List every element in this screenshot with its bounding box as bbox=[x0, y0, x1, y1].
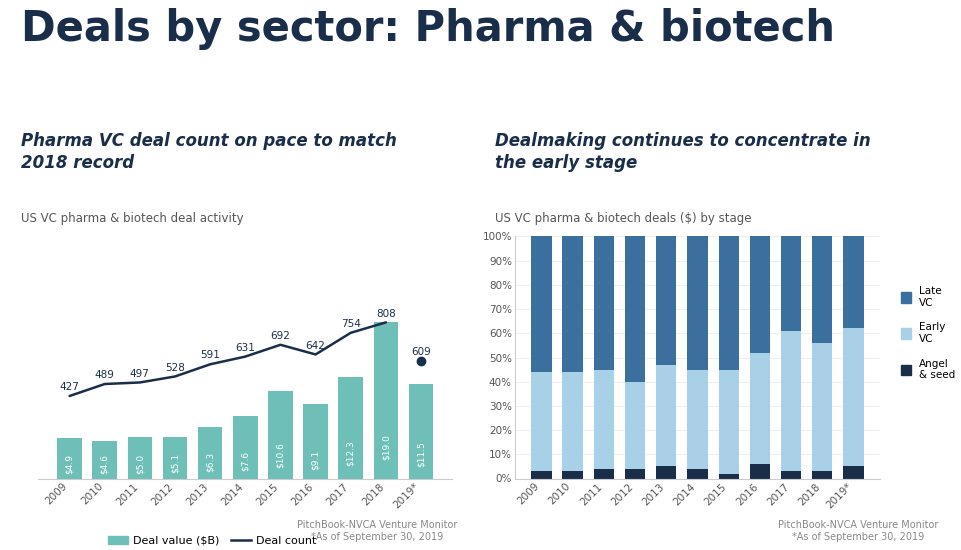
Legend: Late
VC, Early
VC, Angel
& seed: Late VC, Early VC, Angel & seed bbox=[896, 282, 959, 384]
Bar bbox=[811, 343, 831, 471]
Bar bbox=[128, 437, 152, 478]
Bar bbox=[811, 236, 831, 343]
Bar bbox=[843, 328, 863, 466]
Text: $4.9: $4.9 bbox=[65, 454, 74, 474]
Text: $5.0: $5.0 bbox=[136, 453, 144, 474]
Bar bbox=[233, 416, 258, 478]
Bar bbox=[625, 469, 645, 478]
Text: 609: 609 bbox=[410, 347, 431, 357]
Bar bbox=[749, 236, 769, 353]
Bar bbox=[593, 370, 613, 469]
Text: Pharma VC deal count on pace to match
2018 record: Pharma VC deal count on pace to match 20… bbox=[21, 132, 397, 172]
Text: 631: 631 bbox=[235, 343, 255, 353]
Text: 642: 642 bbox=[306, 340, 325, 350]
Bar bbox=[625, 382, 645, 469]
Text: US VC pharma & biotech deal activity: US VC pharma & biotech deal activity bbox=[21, 212, 243, 225]
Bar bbox=[562, 236, 582, 372]
Text: Deals by sector: Pharma & biotech: Deals by sector: Pharma & biotech bbox=[21, 8, 834, 50]
Bar bbox=[718, 370, 738, 474]
Text: 497: 497 bbox=[130, 368, 150, 378]
Text: US VC pharma & biotech deals ($) by stage: US VC pharma & biotech deals ($) by stag… bbox=[495, 212, 752, 225]
Bar bbox=[625, 236, 645, 382]
Bar bbox=[718, 474, 738, 478]
Text: PitchBook-NVCA Venture Monitor
*As of September 30, 2019: PitchBook-NVCA Venture Monitor *As of Se… bbox=[776, 520, 937, 542]
Bar bbox=[780, 331, 801, 471]
Bar bbox=[593, 236, 613, 370]
Bar bbox=[843, 236, 863, 328]
Bar bbox=[408, 384, 432, 478]
Bar bbox=[58, 438, 82, 478]
Text: Dealmaking continues to concentrate in
the early stage: Dealmaking continues to concentrate in t… bbox=[495, 132, 871, 172]
Text: $11.5: $11.5 bbox=[416, 441, 425, 467]
Bar bbox=[686, 469, 707, 478]
Bar bbox=[562, 372, 582, 471]
Bar bbox=[655, 466, 676, 478]
Text: PitchBook-NVCA Venture Monitor
*As of September 30, 2019: PitchBook-NVCA Venture Monitor *As of Se… bbox=[296, 520, 456, 542]
Bar bbox=[686, 236, 707, 370]
Bar bbox=[718, 236, 738, 370]
Text: 692: 692 bbox=[270, 331, 290, 341]
Text: $4.6: $4.6 bbox=[100, 454, 110, 474]
Text: 591: 591 bbox=[200, 350, 220, 360]
Bar bbox=[780, 236, 801, 331]
Text: $19.0: $19.0 bbox=[381, 434, 390, 460]
Bar bbox=[268, 392, 292, 478]
Bar bbox=[655, 236, 676, 365]
Bar bbox=[92, 441, 117, 478]
Bar bbox=[749, 353, 769, 464]
Text: 808: 808 bbox=[376, 309, 395, 318]
Bar bbox=[530, 471, 551, 478]
Bar bbox=[811, 471, 831, 478]
Text: $5.1: $5.1 bbox=[170, 453, 180, 474]
Bar bbox=[198, 427, 222, 478]
Bar bbox=[303, 404, 328, 478]
Bar bbox=[530, 372, 551, 471]
Bar bbox=[593, 469, 613, 478]
Bar bbox=[780, 471, 801, 478]
Bar bbox=[686, 370, 707, 469]
Bar bbox=[338, 377, 362, 478]
Text: 754: 754 bbox=[340, 319, 360, 329]
Bar bbox=[843, 466, 863, 478]
Bar bbox=[162, 437, 187, 478]
Text: 528: 528 bbox=[165, 362, 185, 372]
Bar bbox=[655, 365, 676, 466]
Bar bbox=[749, 464, 769, 478]
Text: 427: 427 bbox=[60, 382, 80, 392]
Bar bbox=[530, 236, 551, 372]
Text: $9.1: $9.1 bbox=[310, 449, 320, 470]
Bar bbox=[562, 471, 582, 478]
Text: $6.3: $6.3 bbox=[206, 452, 214, 472]
Text: 489: 489 bbox=[95, 370, 114, 380]
Bar bbox=[373, 322, 398, 478]
Text: $10.6: $10.6 bbox=[276, 442, 284, 468]
Legend: Deal value ($B), Deal count: Deal value ($B), Deal count bbox=[103, 531, 321, 550]
Text: $12.3: $12.3 bbox=[346, 441, 355, 466]
Text: $7.6: $7.6 bbox=[240, 451, 250, 471]
